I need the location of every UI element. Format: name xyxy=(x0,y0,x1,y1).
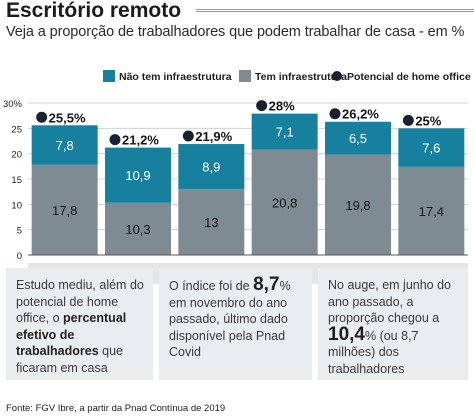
source-note: Fonte: FGV Ibre, a partir da Pnad Contín… xyxy=(6,403,226,414)
info-box-1: Estudo mediu, além do potencial de home … xyxy=(6,268,153,380)
data-label-com-infra: 10,3 xyxy=(125,222,150,237)
info-box-1-part-2: que ficaram em casa xyxy=(16,344,124,375)
bar-com-infra xyxy=(31,164,98,255)
y-tick-label: 20 xyxy=(11,150,22,161)
data-label-sem-infra: 7,8 xyxy=(56,138,74,153)
y-tick-label: 30% xyxy=(3,99,23,110)
potencial-label: 25,5% xyxy=(49,110,86,125)
info-box-2: O índice foi de 8,7% em novembro do ano … xyxy=(159,268,312,380)
potencial-label: 21,2% xyxy=(122,133,159,148)
data-label-sem-infra: 10,9 xyxy=(125,168,150,183)
potencial-marker xyxy=(109,134,121,146)
info-box-1-part-1: Estudo mediu, além do potencial de home … xyxy=(16,278,144,325)
info-box-3: No auge, em junho do ano passado, a prop… xyxy=(318,268,468,380)
data-label-sem-infra: 6,5 xyxy=(349,131,367,146)
y-tick-label: 5 xyxy=(17,226,22,237)
legend-label-3: Potencial de home office xyxy=(347,71,471,83)
info-box-3-part-1: No auge, em junho do ano passado, a prop… xyxy=(328,278,452,325)
potencial-label: 28% xyxy=(269,99,295,114)
bar-sem-infra xyxy=(178,144,245,190)
potencial-marker xyxy=(36,111,48,123)
bar-com-infra xyxy=(325,154,391,255)
y-tick-label: 0 xyxy=(17,251,22,262)
data-label-com-infra: 20,8 xyxy=(272,195,297,210)
bar-sem-infra xyxy=(31,125,98,165)
info-box-1-bold: percentual efetivo de trabalhadores xyxy=(16,311,127,358)
data-label-com-infra: 13 xyxy=(204,215,218,230)
data-label-sem-infra: 7,6 xyxy=(422,141,440,156)
chart-subtitle: Veja a proporção de trabalhadores que po… xyxy=(6,24,465,40)
info-box-1-text: Estudo mediu, além do potencial de home … xyxy=(16,277,147,376)
title-rule xyxy=(196,9,474,13)
info-box-3-text: No auge, em junho do ano passado, a prop… xyxy=(328,277,462,377)
legend-marker-potencial xyxy=(332,71,342,81)
stacked-bar-chart: Não tem infraestrutura Tem infraestrutura… xyxy=(3,70,471,284)
potencial-label: 21,9% xyxy=(195,129,232,144)
potencial-marker xyxy=(182,130,194,142)
legend-label-1: Não tem infraestrutura xyxy=(119,71,232,83)
bar-com-infra xyxy=(251,149,318,255)
info-box-2-part-2: % em novembro do ano passado, último dad… xyxy=(169,279,291,359)
potencial-marker xyxy=(402,114,414,126)
y-tick-label: 25 xyxy=(11,124,22,135)
info-box-3-big-number: 10,4 xyxy=(328,323,365,345)
legend-swatch-1 xyxy=(103,70,115,82)
info-box-2-big-number: 8,7 xyxy=(253,274,280,295)
bar-sem-infra xyxy=(251,113,318,150)
bar-com-infra xyxy=(178,189,245,255)
bar-sem-infra xyxy=(105,147,171,203)
title-row: Escritório remoto xyxy=(0,0,474,22)
legend-swatch-2 xyxy=(239,70,251,82)
data-label-sem-infra: 7,1 xyxy=(276,125,294,140)
y-tick-label: 10 xyxy=(11,200,22,211)
potencial-label: 25% xyxy=(415,113,441,128)
data-label-com-infra: 17,8 xyxy=(52,203,77,218)
info-box-3-part-2: % (ou 8,7 milhões) dos trabalhadores xyxy=(328,328,419,376)
y-tick-label: 15 xyxy=(11,175,22,186)
chart-title: Escritório remoto xyxy=(6,0,182,22)
info-box-2-part-1: O índice foi de xyxy=(169,279,254,293)
info-box-2-text: O índice foi de 8,7% em novembro do ano … xyxy=(169,274,306,361)
potencial-label: 26,2% xyxy=(342,107,379,122)
bar-sem-infra xyxy=(325,121,391,155)
bar-com-infra xyxy=(398,166,465,255)
data-label-sem-infra: 8,9 xyxy=(202,160,220,175)
data-label-com-infra: 19,8 xyxy=(345,198,370,213)
bar-com-infra xyxy=(105,202,171,255)
bar-sem-infra xyxy=(398,128,465,167)
data-label-com-infra: 17,4 xyxy=(419,204,444,219)
potencial-marker xyxy=(329,108,341,120)
potencial-marker xyxy=(256,100,268,112)
legend-label-2: Tem infraestrutura xyxy=(255,71,347,83)
